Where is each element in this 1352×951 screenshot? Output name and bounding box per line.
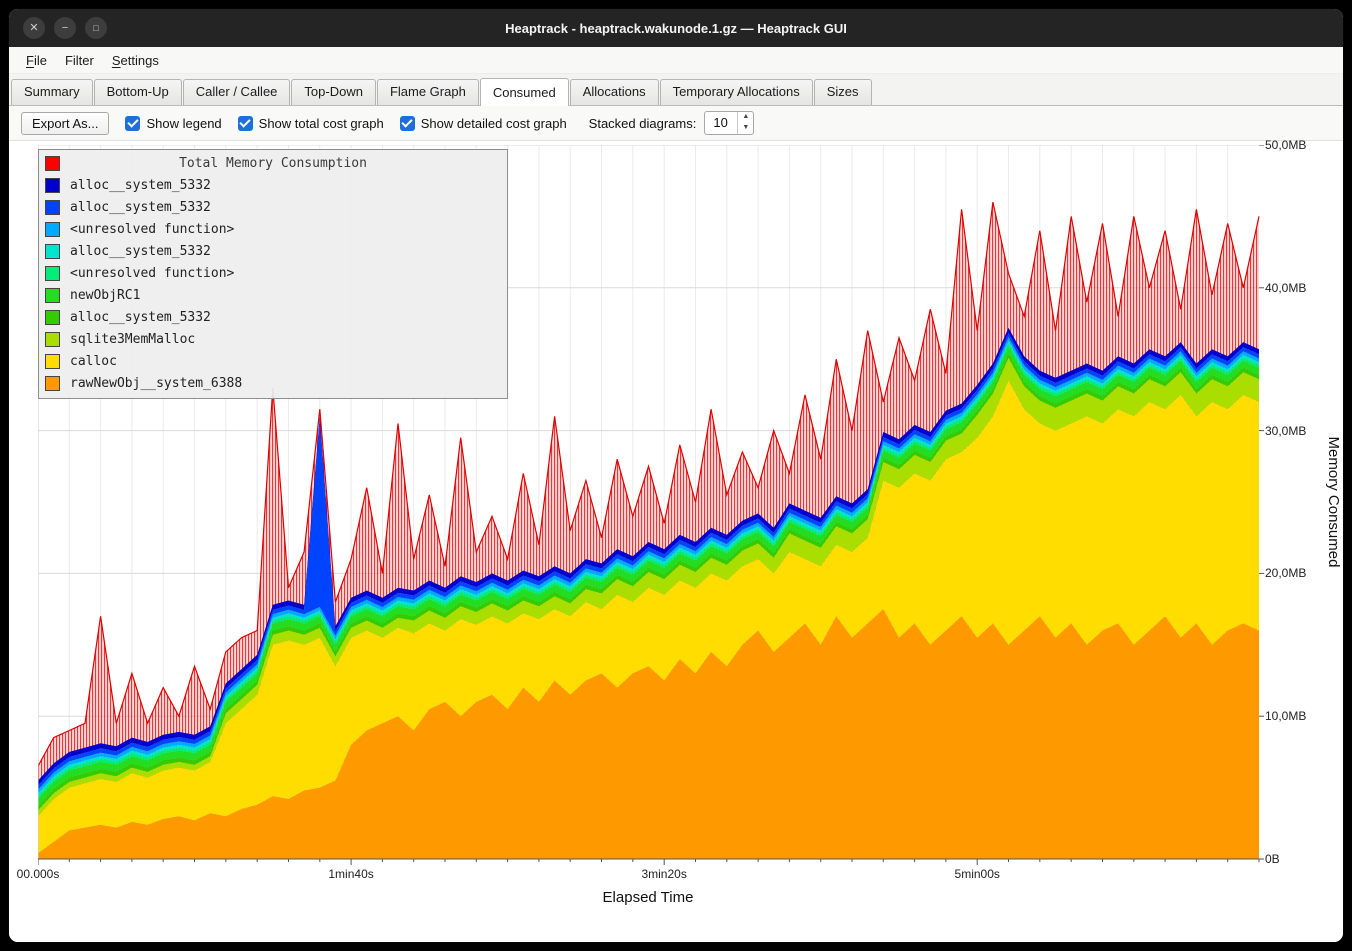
maximize-button[interactable]: □ — [85, 17, 107, 39]
legend-item: rawNewObj__system_6388 — [39, 372, 507, 394]
y-tick-label: 20,0MB — [1265, 566, 1307, 581]
tab-consumed[interactable]: Consumed — [479, 78, 569, 106]
memory-consumption-chart[interactable] — [37, 144, 1267, 867]
legend-swatch — [45, 375, 60, 391]
tab-bottom-up[interactable]: Bottom-Up — [93, 79, 182, 105]
y-tick-label: 0B — [1265, 852, 1280, 866]
tab-flame-graph[interactable]: Flame Graph — [376, 79, 479, 105]
y-axis-title: Memory Consumed — [1325, 436, 1342, 568]
legend-swatch — [45, 287, 60, 303]
minimize-button[interactable]: − — [54, 17, 76, 39]
checkbox-indicator[interactable] — [237, 115, 253, 131]
window-title: Heaptrack - heaptrack.wakunode.1.gz — He… — [505, 20, 847, 36]
legend-label: alloc__system_5332 — [70, 243, 211, 259]
chart-svg[interactable] — [37, 144, 1267, 867]
tab-summary[interactable]: Summary — [11, 79, 93, 105]
checkbox-label: Show detailed cost graph — [420, 115, 567, 131]
checkbox-label: Show total cost graph — [258, 115, 384, 131]
y-tick-label: 10,0MB — [1265, 709, 1307, 724]
legend-swatch — [45, 309, 60, 325]
stacked-diagrams-spinbox[interactable]: 10 ▲ ▼ — [704, 111, 755, 135]
menu-item-file[interactable]: File — [26, 52, 47, 68]
legend-title: Total Memory Consumption — [179, 155, 367, 171]
legend-item: alloc__system_5332 — [39, 196, 507, 218]
legend-label: <unresolved function> — [70, 265, 235, 281]
x-axis-title: Elapsed Time — [602, 889, 694, 906]
app-window: ✕ − □ Heaptrack - heaptrack.wakunode.1.g… — [8, 8, 1344, 943]
y-tick-label: 50,0MB — [1265, 138, 1307, 152]
window-controls: ✕ − □ — [23, 17, 107, 39]
legend-label: rawNewObj__system_6388 — [70, 375, 243, 391]
menubar: File Filter Settings — [9, 47, 1343, 74]
tab-allocations[interactable]: Allocations — [569, 79, 659, 105]
stacked-diagrams-label: Stacked diagrams: — [588, 115, 697, 131]
legend-item: <unresolved function> — [39, 262, 507, 284]
legend-label: alloc__system_5332 — [70, 309, 211, 325]
legend-title-row: Total Memory Consumption — [39, 152, 507, 174]
toolbar: Export As... Show legend Show total cost … — [9, 106, 1343, 141]
chart-legend: Total Memory Consumption alloc__system_53… — [38, 149, 508, 399]
spin-up-button[interactable]: ▲ — [742, 113, 750, 120]
legend-label: <unresolved function> — [70, 221, 235, 237]
x-tick-label: 5min00s — [954, 867, 1000, 881]
checkbox-show-detailed-cost-graph[interactable]: Show detailed cost graph — [399, 115, 567, 131]
stacked-diagrams-value[interactable]: 10 — [713, 115, 728, 130]
checkbox-show-legend[interactable]: Show legend — [125, 115, 222, 131]
legend-swatch — [45, 221, 60, 237]
legend-swatch — [45, 265, 60, 281]
checkbox-show-total-cost-graph[interactable]: Show total cost graph — [237, 115, 384, 131]
checkbox-label: Show legend — [146, 115, 222, 131]
legend-item: newObjRC1 — [39, 284, 507, 306]
legend-item: <unresolved function> — [39, 218, 507, 240]
legend-swatch — [45, 199, 60, 215]
tab-top-down[interactable]: Top-Down — [291, 79, 376, 105]
chart-region: Total Memory Consumption alloc__system_53… — [9, 138, 1343, 942]
close-button[interactable]: ✕ — [23, 17, 45, 39]
tab-sizes[interactable]: Sizes — [813, 79, 872, 105]
checkbox-indicator[interactable] — [125, 115, 141, 131]
legend-item: sqlite3MemMalloc — [39, 328, 507, 350]
spin-down-button[interactable]: ▼ — [742, 124, 750, 131]
legend-swatch — [45, 353, 60, 369]
legend-swatch — [45, 177, 60, 193]
legend-swatch — [45, 243, 60, 259]
legend-swatch — [45, 331, 60, 347]
legend-item: alloc__system_5332 — [39, 306, 507, 328]
tab-temporary-allocations[interactable]: Temporary Allocations — [659, 79, 813, 105]
y-tick-label: 30,0MB — [1265, 423, 1307, 438]
legend-label: sqlite3MemMalloc — [70, 331, 196, 347]
legend-item: alloc__system_5332 — [39, 174, 507, 196]
legend-label: alloc__system_5332 — [70, 199, 211, 215]
tab-caller-callee[interactable]: Caller / Callee — [182, 79, 291, 105]
legend-label: calloc — [70, 353, 117, 369]
x-tick-label: 3min20s — [641, 867, 687, 881]
legend-swatch-total — [45, 155, 60, 171]
legend-label: alloc__system_5332 — [70, 177, 211, 193]
y-tick-label: 40,0MB — [1265, 280, 1307, 295]
legend-item: alloc__system_5332 — [39, 240, 507, 262]
legend-item: calloc — [39, 350, 507, 372]
tabbar: Summary Bottom-Up Caller / Callee Top-Down F… — [9, 74, 1343, 106]
export-as-button[interactable]: Export As... — [21, 111, 110, 135]
spin-arrows: ▲ ▼ — [737, 112, 753, 134]
menu-item-filter[interactable]: Filter — [64, 52, 94, 68]
checkbox-indicator[interactable] — [399, 115, 415, 131]
legend-label: newObjRC1 — [70, 287, 141, 303]
x-tick-label: 1min40s — [328, 867, 374, 881]
menu-item-settings[interactable]: Settings — [111, 52, 159, 68]
x-tick-label: 00.000s — [16, 867, 60, 881]
titlebar: ✕ − □ Heaptrack - heaptrack.wakunode.1.g… — [9, 9, 1343, 47]
